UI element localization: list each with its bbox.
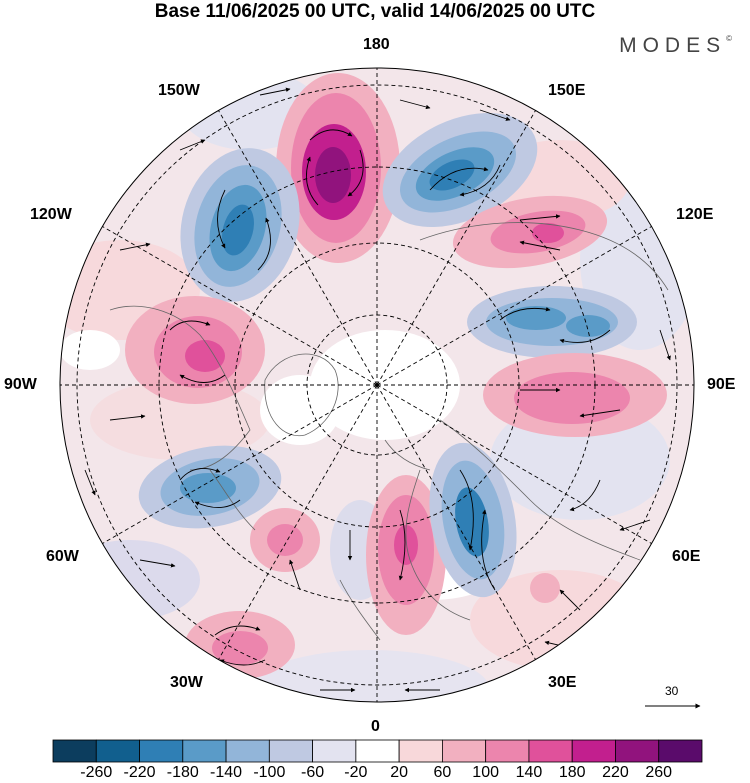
colorbar-tick-label: -220 (123, 764, 156, 781)
label-lon-60w: 60W (46, 548, 79, 565)
wind-vectors (84, 87, 671, 693)
weak-pos-band (90, 380, 270, 460)
label-lon-0: 0 (371, 718, 380, 735)
label-lon-60e: 60E (672, 548, 701, 565)
greenland-area (260, 375, 340, 445)
neutral-patch (60, 330, 120, 370)
anomaly-lobe-180-pos (276, 73, 400, 263)
colorbar (52, 739, 703, 763)
anomaly-lobe-45w-pos (250, 508, 320, 572)
anomaly-lobe-100e-neg (467, 286, 637, 358)
label-lon-150w: 150W (158, 82, 200, 99)
map-boundary (59, 67, 695, 703)
graticule-parallels (76, 84, 678, 686)
label-lon-30w: 30W (170, 674, 203, 691)
colorbar-swatch (182, 739, 227, 763)
colorbar-swatch (95, 739, 140, 763)
anomaly-lobe-10e-pos (366, 475, 446, 635)
modes-logo: MODES© (619, 34, 732, 58)
colorbar-tick-label: 140 (515, 764, 543, 781)
colorbar-swatch (225, 739, 270, 763)
anomaly-lobe-150w-neg (180, 148, 300, 302)
colorbar-tick-label: -60 (301, 764, 325, 781)
colorbar-swatch (528, 739, 573, 763)
map-title: Base 11/06/2025 00 UTC, valid 14/06/2025… (154, 1, 596, 22)
anomaly-lobe-90e-pos (483, 353, 667, 437)
weak-neg-band (60, 540, 200, 620)
weak-neg-band (250, 650, 490, 702)
coastlines (109, 222, 669, 641)
colorbar-swatch (268, 739, 314, 763)
anomaly-lobe-90w-pos (125, 296, 265, 404)
anomaly-lobe-45e-pos (530, 573, 560, 603)
colorbar-swatch (355, 739, 400, 763)
colorbar-tick-label: -140 (210, 764, 243, 781)
colorbar-swatch (139, 739, 184, 763)
colorbar-tick-label: 60 (433, 764, 452, 781)
label-lon-90w: 90W (4, 376, 37, 393)
colorbar-tick-label: 220 (602, 764, 629, 781)
colorbar-tick-label: 180 (558, 764, 586, 781)
label-lon-90e: 90E (707, 376, 736, 393)
colorbar-swatch (485, 739, 530, 763)
colorbar-tick-label: -100 (253, 764, 286, 781)
anomaly-lobe-120e-pos (452, 195, 608, 269)
colorbar-swatch (312, 739, 357, 763)
colorbar-swatch (615, 739, 660, 763)
label-lon-150e: 150E (548, 82, 586, 99)
label-lon-30e: 30E (548, 674, 577, 691)
anomaly-lobe-60w-neg (138, 445, 282, 529)
map-disk (60, 68, 694, 702)
colorbar-tick-label: -20 (344, 764, 368, 781)
colorbar-tick-label: -180 (166, 764, 199, 781)
reference-vector-value: 30 (665, 684, 679, 698)
anomaly-lobe-30w-pos (185, 611, 295, 679)
copyright-mark: © (726, 34, 732, 43)
colorbar-swatch (398, 739, 443, 763)
colorbar-tick-label: 100 (472, 764, 500, 781)
brand-text: MODES (619, 34, 727, 57)
colorbar-swatch (52, 739, 97, 763)
colorbar-swatch (441, 739, 487, 763)
graticule-meridians (60, 68, 694, 702)
colorbar-tick-label: -260 (80, 764, 113, 781)
label-lon-180: 180 (363, 36, 390, 53)
colorbar-swatch (571, 739, 616, 763)
colorbar-tick-label: 260 (645, 764, 673, 781)
colorbar-swatch (658, 739, 703, 763)
label-lon-120e: 120E (676, 206, 714, 223)
label-lon-120w: 120W (30, 206, 72, 223)
colorbar-tick-label: 20 (390, 764, 409, 781)
